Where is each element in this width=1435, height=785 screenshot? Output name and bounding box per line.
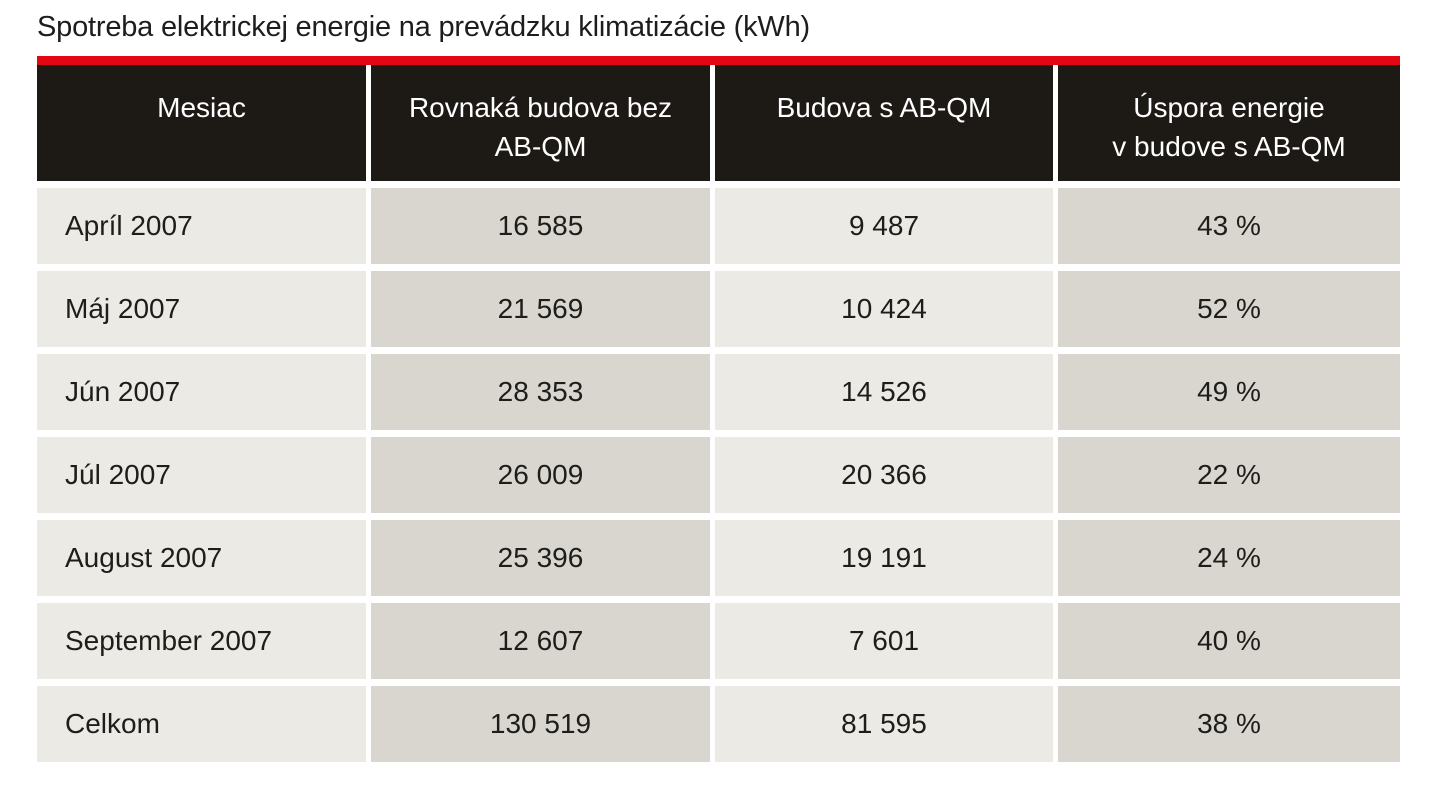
- row-label-cell: Júl 2007: [37, 437, 366, 513]
- value-cell: 24 %: [1058, 520, 1400, 596]
- accent-divider-bar: [37, 56, 1400, 65]
- value-cell: 20 366: [715, 437, 1053, 513]
- value-cell: 14 526: [715, 354, 1053, 430]
- row-label-cell: August 2007: [37, 520, 366, 596]
- column-header-line: AB-QM: [494, 131, 587, 162]
- column-header-line: Úspora energie: [1133, 92, 1325, 123]
- value-cell: 22 %: [1058, 437, 1400, 513]
- value-cell-total: 130 519: [371, 686, 710, 762]
- row-label-cell: Apríl 2007: [37, 188, 366, 264]
- value-cell: 43 %: [1058, 188, 1400, 264]
- column-header-line: v budove s AB-QM: [1112, 131, 1346, 162]
- column-header-s-abqm: Budova s AB-QM: [715, 65, 1053, 181]
- value-cell: 7 601: [715, 603, 1053, 679]
- column-header-line: Mesiac: [157, 92, 246, 123]
- row-label-cell: Jún 2007: [37, 354, 366, 430]
- energy-consumption-table: Mesiac Rovnaká budova bez AB-QM Budova s…: [37, 65, 1400, 762]
- column-header-mesiac: Mesiac: [37, 65, 366, 181]
- value-cell-total: 81 595: [715, 686, 1053, 762]
- value-cell: 25 396: [371, 520, 710, 596]
- value-cell: 21 569: [371, 271, 710, 347]
- row-label-cell: Máj 2007: [37, 271, 366, 347]
- value-cell: 40 %: [1058, 603, 1400, 679]
- value-cell: 49 %: [1058, 354, 1400, 430]
- row-label-cell-total: Celkom: [37, 686, 366, 762]
- value-cell: 16 585: [371, 188, 710, 264]
- value-cell: 26 009: [371, 437, 710, 513]
- column-header-line: Rovnaká budova bez: [408, 92, 673, 123]
- column-header-bez-abqm: Rovnaká budova bez AB-QM: [371, 65, 710, 181]
- column-header-line: Budova s AB-QM: [776, 92, 992, 123]
- value-cell: 28 353: [371, 354, 710, 430]
- value-cell: 52 %: [1058, 271, 1400, 347]
- value-cell: 9 487: [715, 188, 1053, 264]
- value-cell: 10 424: [715, 271, 1053, 347]
- page-title: Spotreba elektrickej energie na prevádzk…: [37, 11, 810, 43]
- value-cell-total: 38 %: [1058, 686, 1400, 762]
- value-cell: 12 607: [371, 603, 710, 679]
- value-cell: 19 191: [715, 520, 1053, 596]
- row-label-cell: September 2007: [37, 603, 366, 679]
- column-header-uspora: Úspora energie v budove s AB-QM: [1058, 65, 1400, 181]
